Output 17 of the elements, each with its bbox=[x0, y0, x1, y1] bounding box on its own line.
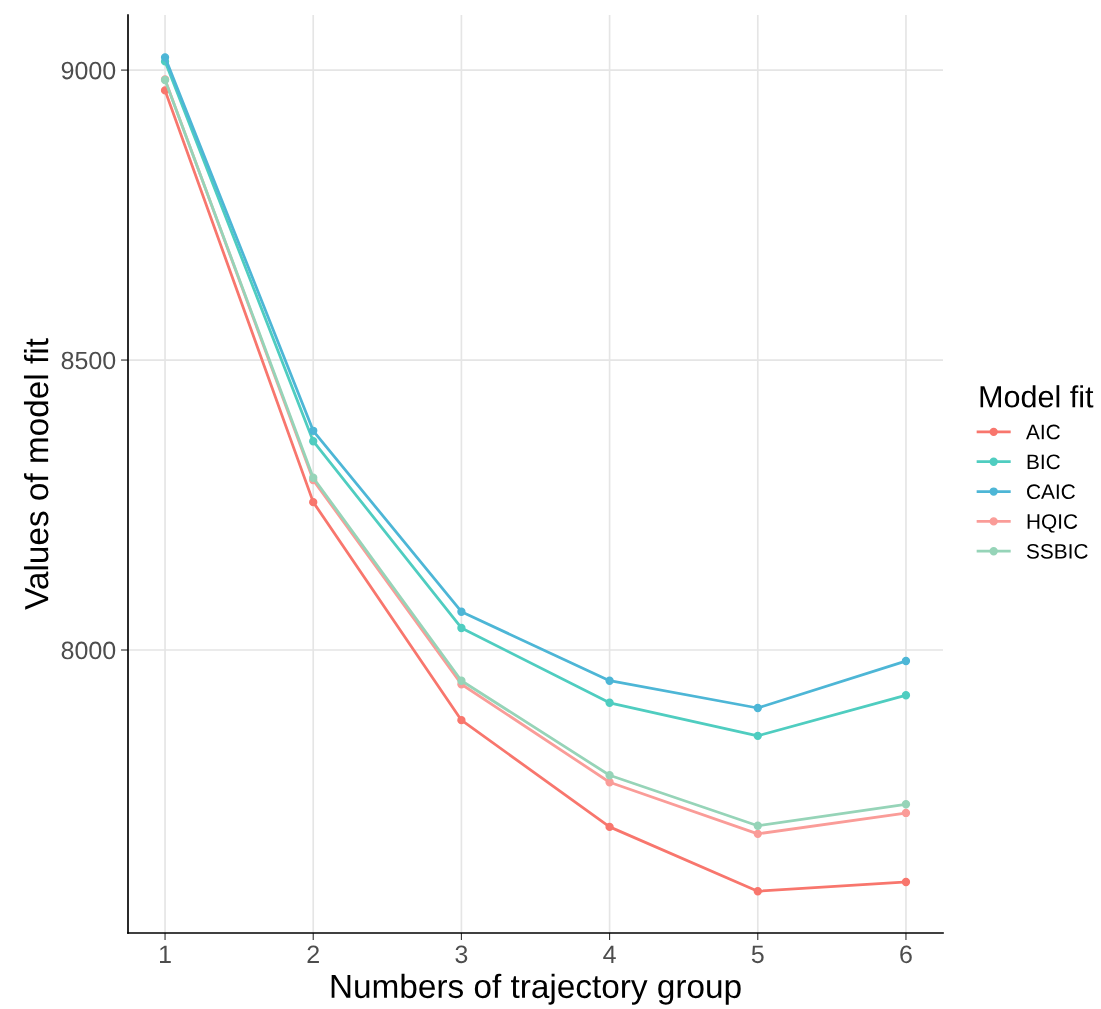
legend-label: AIC bbox=[1026, 424, 1060, 440]
x-axis-title: Numbers of trajectory group bbox=[331, 973, 741, 1005]
y-axis-title: Values of model fit bbox=[23, 338, 49, 610]
x-tick-label: 1 bbox=[160, 945, 171, 963]
x-tick-label: 4 bbox=[603, 945, 616, 963]
y-tick-label: 9000 bbox=[61, 61, 116, 80]
x-tick-label: 5 bbox=[751, 945, 764, 964]
legend-label: CAIC bbox=[1027, 484, 1075, 500]
y-tick-label: 8000 bbox=[61, 641, 116, 660]
x-tick-label: 3 bbox=[455, 945, 468, 964]
y-tick-label: 8500 bbox=[61, 351, 116, 370]
x-tick-label: 2 bbox=[307, 945, 319, 963]
legend-label: HQIC bbox=[1027, 514, 1078, 533]
legend-title: Model fit bbox=[980, 385, 1094, 408]
legend-label: BIC bbox=[1027, 454, 1060, 470]
legend-label: SSBIC bbox=[1026, 543, 1088, 559]
x-tick-label: 6 bbox=[900, 945, 912, 964]
